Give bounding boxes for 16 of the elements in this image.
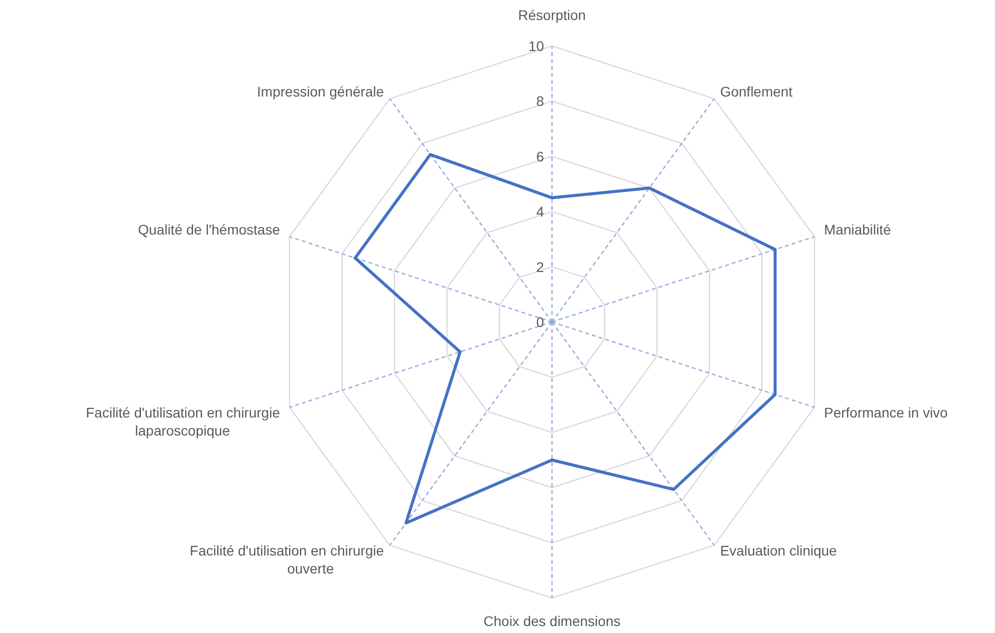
- y-tick-label: 10: [528, 38, 544, 54]
- spoke-label: Qualité de l'hémostase: [138, 222, 280, 238]
- spoke-label: Facilité d'utilisation en chirurgie laparoscopique: [86, 404, 280, 438]
- y-tick-label: 4: [536, 204, 544, 220]
- spoke-label: Gonflement: [720, 84, 793, 100]
- y-tick-label: 0: [536, 314, 544, 330]
- y-tick-label: 8: [536, 93, 544, 110]
- spoke-label: Choix des dimensions: [484, 613, 620, 629]
- spoke-label: Maniabilité: [824, 222, 892, 238]
- y-tick-label: 6: [536, 148, 544, 164]
- spoke-label: Résorption: [518, 7, 586, 23]
- y-tick-label: 2: [536, 258, 544, 275]
- spoke-label: Facilité d'utilisation en chirurgie ouverte: [190, 542, 384, 576]
- spoke-label: Impression générale: [257, 84, 384, 100]
- spoke-label: Performance in vivo: [824, 404, 948, 420]
- spoke-label: Evaluation clinique: [720, 542, 838, 558]
